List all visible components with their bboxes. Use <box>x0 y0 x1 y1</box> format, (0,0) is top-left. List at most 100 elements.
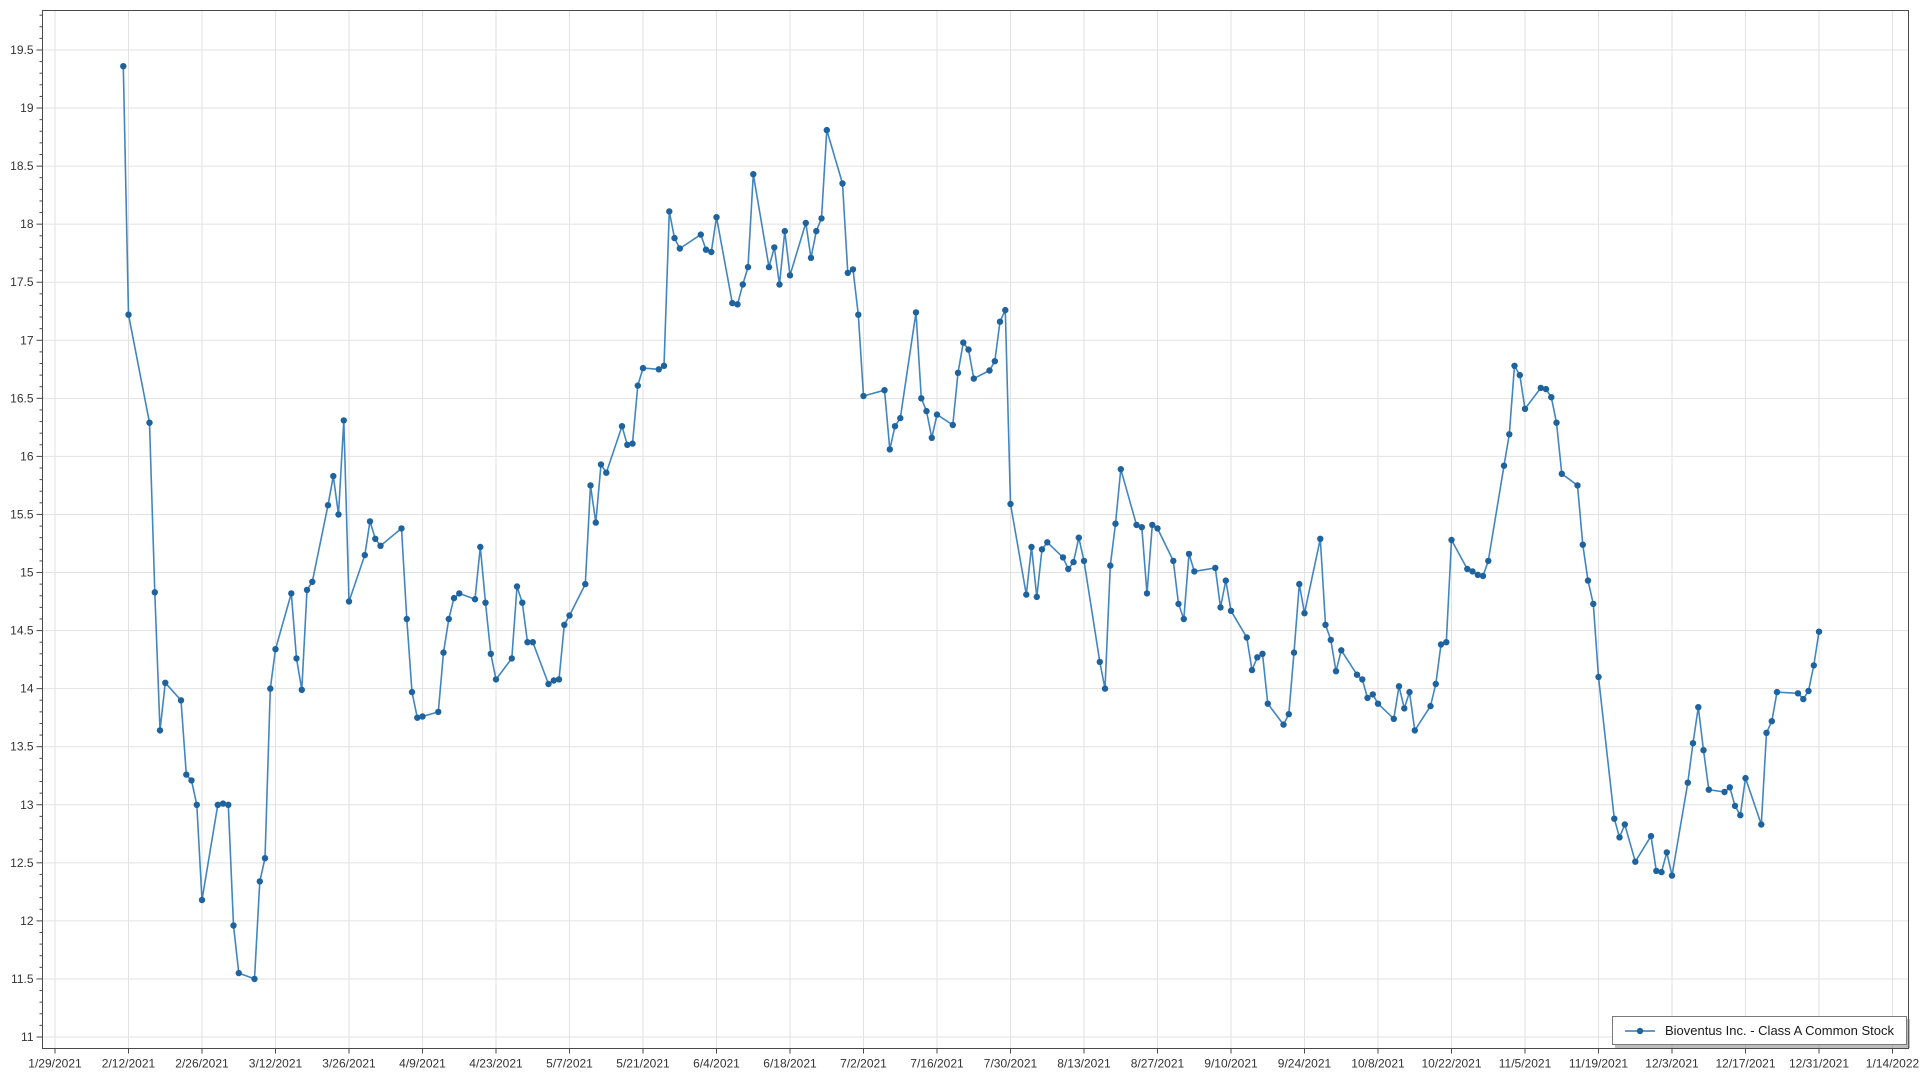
data-point-marker <box>471 596 479 603</box>
data-point-marker <box>1138 524 1146 531</box>
data-point-marker <box>303 586 311 594</box>
data-point-marker <box>1427 702 1434 710</box>
y-tick-label: 18.5 <box>10 159 34 173</box>
data-point-marker <box>198 896 206 904</box>
y-tick-label: 19.5 <box>10 43 34 57</box>
data-point-marker <box>1143 590 1151 597</box>
data-point-marker <box>330 472 337 480</box>
x-tick-label: 3/12/2021 <box>249 1057 303 1071</box>
data-point-marker <box>702 246 710 253</box>
data-point-marker <box>582 580 589 588</box>
data-point-marker <box>1590 600 1597 608</box>
x-tick-label: 4/9/2021 <box>399 1057 446 1071</box>
data-point-marker <box>1395 683 1403 690</box>
x-tick-label: 12/31/2021 <box>1789 1057 1849 1071</box>
data-point-marker <box>750 171 757 178</box>
x-tick-label: 7/16/2021 <box>910 1057 964 1071</box>
data-point-marker <box>849 266 857 273</box>
data-point-marker <box>639 364 647 372</box>
data-point-marker <box>928 434 935 441</box>
data-point-marker <box>1810 662 1818 669</box>
data-point-marker <box>1705 786 1713 793</box>
x-tick-label: 5/7/2021 <box>546 1057 593 1071</box>
data-point-marker <box>618 423 626 430</box>
data-point-marker <box>655 366 662 373</box>
data-point-marker <box>671 234 678 242</box>
data-point-marker <box>1506 431 1513 438</box>
data-point-marker <box>1479 572 1487 580</box>
data-point-marker <box>1059 554 1067 561</box>
data-point-marker <box>1170 557 1177 565</box>
data-point-marker <box>1296 580 1303 588</box>
y-tick-label: 13 <box>20 798 34 812</box>
data-point-marker <box>1290 649 1298 656</box>
data-point-marker <box>1359 676 1366 683</box>
x-tick-label: 8/13/2021 <box>1057 1057 1111 1071</box>
data-point-marker <box>403 615 410 623</box>
data-point-marker <box>965 346 972 353</box>
data-point-marker <box>1500 462 1508 469</box>
series-line <box>120 62 1823 983</box>
data-point-marker <box>1794 690 1802 697</box>
y-tick-label: 15.5 <box>10 507 34 521</box>
data-point-marker <box>897 414 904 422</box>
data-point-marker <box>781 227 788 235</box>
data-point-marker <box>1180 615 1188 623</box>
data-point-marker <box>1338 647 1345 654</box>
data-point-marker <box>1516 371 1524 379</box>
x-tick-label: 5/21/2021 <box>616 1057 670 1071</box>
data-point-marker <box>1474 571 1482 578</box>
data-point-marker <box>1700 747 1707 754</box>
data-point-marker <box>1369 691 1377 698</box>
data-point-marker <box>419 713 426 720</box>
y-tick-label: 19 <box>20 101 34 115</box>
data-point-marker <box>1401 705 1408 712</box>
data-point-marker <box>193 801 200 808</box>
data-point-marker <box>256 878 263 885</box>
data-point-marker <box>345 598 353 605</box>
y-tick-label: 16.5 <box>10 391 34 405</box>
data-point-marker <box>1364 694 1371 702</box>
data-point-marker <box>482 599 489 606</box>
y-tick-label: 11.5 <box>11 972 34 986</box>
data-point-marker <box>1537 384 1545 392</box>
data-point-marker <box>235 969 242 977</box>
data-point-marker <box>1647 832 1655 840</box>
data-point-marker <box>970 375 977 382</box>
data-point-marker <box>844 269 851 277</box>
data-point-marker <box>1154 525 1161 532</box>
data-point-marker <box>445 615 452 623</box>
legend-line-marker-icon <box>1624 1027 1655 1034</box>
plot-area[interactable] <box>43 11 1909 1049</box>
data-point-marker <box>561 621 568 628</box>
data-point-marker <box>1611 815 1618 822</box>
data-point-marker <box>513 583 521 590</box>
data-point-marker <box>786 272 794 279</box>
data-point-marker <box>361 551 368 559</box>
data-point-marker <box>739 281 746 288</box>
data-point-marker <box>1080 557 1088 565</box>
data-point-marker <box>1285 711 1293 718</box>
data-point-marker <box>450 594 458 602</box>
data-point-marker <box>1695 704 1702 711</box>
data-point-marker <box>1653 867 1660 875</box>
legend-box: Bioventus Inc. - Class A Common Stock <box>1611 1016 1907 1045</box>
data-point-marker <box>592 519 599 526</box>
data-point-marker <box>1133 521 1140 529</box>
data-point-marker <box>634 382 641 389</box>
plot-border <box>42 10 1909 1049</box>
data-point-marker <box>214 801 221 808</box>
data-point-marker <box>1353 671 1361 678</box>
data-point-marker <box>293 655 300 662</box>
y-tick-label: 18 <box>20 217 34 231</box>
data-point-marker <box>891 423 899 430</box>
data-point-marker <box>1101 685 1109 692</box>
data-point-marker <box>1815 628 1823 635</box>
data-point-marker <box>1227 607 1235 614</box>
data-point-marker <box>298 686 305 693</box>
data-point-marker <box>1768 718 1776 725</box>
data-point-marker <box>151 589 158 596</box>
data-point-marker <box>398 525 405 532</box>
data-point-marker <box>1222 577 1230 584</box>
